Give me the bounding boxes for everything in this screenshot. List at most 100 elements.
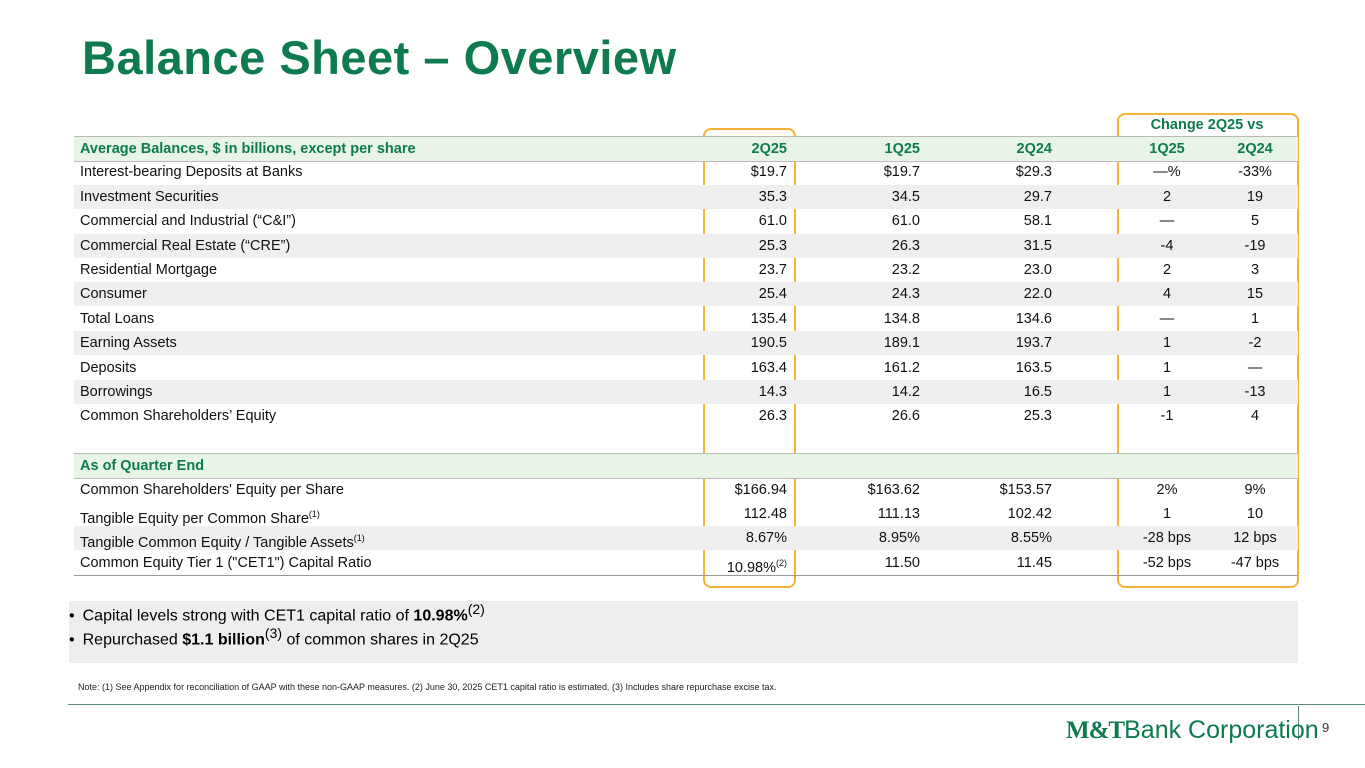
table-row: Common Shareholders' Equity per Share $16… xyxy=(74,478,1298,502)
table-cell: 5 xyxy=(1250,213,1260,230)
table-cell: 10.98%(2) xyxy=(726,551,787,576)
table-cell: 1 xyxy=(1162,384,1172,400)
table-cell: 163.5 xyxy=(1015,359,1052,376)
table-cell: 10 xyxy=(1246,506,1264,522)
row-label: Common Shareholders’ Equity xyxy=(80,408,277,425)
page-number: 9 xyxy=(1322,720,1330,735)
table-cell: 112.48 xyxy=(743,506,787,522)
table-row: Interest-bearing Deposits at Banks $19.7 $… xyxy=(74,160,1298,184)
row-label: Common Equity Tier 1 ("CET1") Capital Ra… xyxy=(80,554,372,571)
table-cell: 14.3 xyxy=(758,384,787,400)
table-cell: 26.6 xyxy=(891,408,920,425)
table-cell: 3 xyxy=(1250,262,1260,278)
table-cell: 34.5 xyxy=(891,188,920,205)
table-cell: 4 xyxy=(1250,408,1260,425)
table-cell: -1 xyxy=(1160,408,1174,425)
table-cell: — xyxy=(1247,359,1263,376)
table-row: Common Equity Tier 1 ("CET1") Capital Ra… xyxy=(74,551,1298,576)
table-cell: 135.4 xyxy=(750,310,787,327)
table-cell: 2 xyxy=(1162,188,1172,205)
table-cell: 161.2 xyxy=(883,359,920,376)
row-label: Commercial and Industrial (“C&I”) xyxy=(80,213,296,230)
callout-box: • Capital levels strong with CET1 capita… xyxy=(69,601,1298,663)
bullet-text: of common shares in 2Q25 xyxy=(282,631,479,649)
table-cell: 190.5 xyxy=(750,335,787,352)
table-cell: 58.1 xyxy=(1023,213,1052,230)
table-cell: -2 xyxy=(1248,335,1262,352)
table-cell: 1 xyxy=(1162,506,1172,522)
table-row: Tangible Equity per Common Share(1) 112.4… xyxy=(74,502,1298,527)
rule xyxy=(1298,706,1299,740)
bullet-text: $1.1 billion xyxy=(182,631,265,649)
column-group-header: Change 2Q25 vs xyxy=(1150,117,1264,133)
table-cell: 1 xyxy=(1162,335,1172,352)
table-cell: -52 bps xyxy=(1142,554,1192,571)
superscript: (1) xyxy=(353,533,365,544)
table-cell: 15 xyxy=(1246,286,1264,303)
column-header: Average Balances, $ in billions, except … xyxy=(80,141,416,157)
superscript: (1) xyxy=(308,509,320,519)
table-cell: $19.7 xyxy=(750,164,787,181)
row-label: Consumer xyxy=(80,286,147,303)
table-cell: $153.57 xyxy=(999,481,1052,498)
table-bottom-rule xyxy=(74,575,1298,577)
table-cell: 134.6 xyxy=(1015,310,1052,327)
table-cell: 1 xyxy=(1162,359,1172,376)
table-cell: 11.50 xyxy=(884,554,920,571)
table-cell: 25.4 xyxy=(758,286,787,303)
superscript: (2) xyxy=(776,557,787,568)
row-label: Interest-bearing Deposits at Banks xyxy=(80,164,303,181)
table-cell: 8.67% xyxy=(745,530,787,547)
table-cell: 2 xyxy=(1162,262,1172,278)
table-cell: 29.7 xyxy=(1023,188,1052,205)
header-row: Average Balances, $ in billions, except … xyxy=(74,136,1298,162)
table-cell: 19 xyxy=(1246,188,1264,205)
table-cell: -28 bps xyxy=(1142,530,1192,547)
table-cell: 25.3 xyxy=(1023,408,1052,425)
highlight-box xyxy=(703,128,796,588)
bullet-text: Capital levels strong with CET1 capital … xyxy=(82,607,414,625)
section-header: As of Quarter End xyxy=(80,458,205,475)
table-cell: — xyxy=(1159,213,1175,230)
table-cell: 35.3 xyxy=(758,188,787,205)
bullet: • Capital levels strong with CET1 capita… xyxy=(69,601,1298,625)
row-label: Investment Securities xyxy=(80,188,219,205)
superscript: (3) xyxy=(264,625,283,642)
table-cell: $29.3 xyxy=(1015,164,1052,181)
row-label: Residential Mortgage xyxy=(80,262,218,278)
table-row: Common Shareholders’ Equity 26.3 26.6 25.3 -… xyxy=(74,404,1298,428)
table-cell: 12 bps xyxy=(1233,530,1277,547)
table-cell: 22.0 xyxy=(1023,286,1052,303)
table-cell: -4 xyxy=(1160,237,1174,254)
table-cell: 2% xyxy=(1156,481,1178,498)
table-cell: 25.3 xyxy=(758,237,787,254)
bullet-dot: • xyxy=(69,607,83,625)
table-row: Investment Securities 35.3 34.5 29.7 2 19 xyxy=(74,184,1298,209)
table-cell: 61.0 xyxy=(891,213,920,230)
column-header: 2Q25 xyxy=(751,141,787,157)
table-cell: 8.55% xyxy=(1010,530,1052,547)
table-cell: 14.2 xyxy=(891,384,920,400)
table-cell-text: 10.98% xyxy=(726,559,776,576)
bullet: • Repurchased $1.1 billion(3) of common … xyxy=(69,625,1298,649)
table-cell: 1 xyxy=(1250,310,1260,327)
bullet-text: Repurchased xyxy=(82,631,183,649)
table-cell: —% xyxy=(1153,164,1181,181)
table-cell: 134.8 xyxy=(883,310,920,327)
logo-name: Bank Corporation xyxy=(1124,716,1319,744)
table-row: Borrowings 14.3 14.2 16.5 1 -13 xyxy=(74,380,1298,404)
table-row: Earning Assets 190.5 189.1 193.7 1 -2 xyxy=(74,331,1298,356)
table-cell: -19 xyxy=(1244,237,1266,254)
table-cell: 23.2 xyxy=(891,262,920,278)
table-cell: -47 bps xyxy=(1230,554,1280,571)
table-cell: 24.3 xyxy=(891,286,920,303)
table-row: Residential Mortgage 23.7 23.2 23.0 2 3 xyxy=(74,258,1298,282)
row-label: Commercial Real Estate (“CRE”) xyxy=(80,237,291,254)
row-label: Total Loans xyxy=(80,310,155,327)
logo-mark: M&T xyxy=(1066,717,1125,744)
table-row: Total Loans 135.4 134.8 134.6 — 1 xyxy=(74,307,1298,331)
section-header-row: As of Quarter End xyxy=(74,453,1298,480)
superscript: (2) xyxy=(467,601,485,617)
table-cell: 9% xyxy=(1244,481,1266,498)
